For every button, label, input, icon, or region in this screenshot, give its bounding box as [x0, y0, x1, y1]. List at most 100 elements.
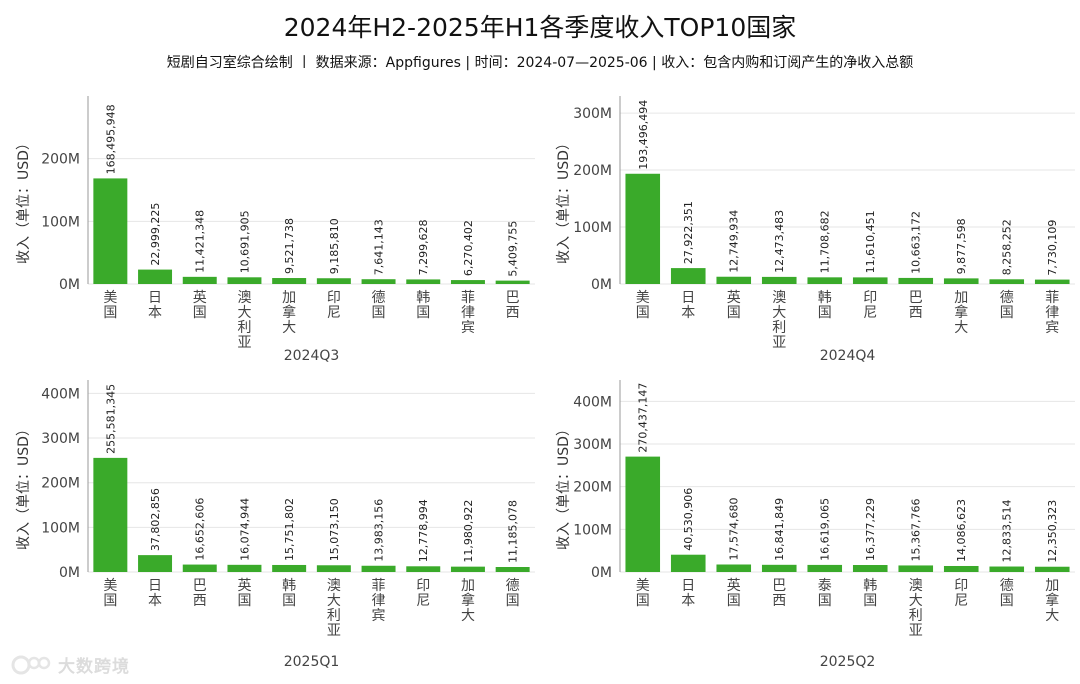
data-label: 12,473,483	[773, 210, 786, 273]
bar	[1034, 279, 1070, 284]
data-label: 14,086,623	[955, 499, 968, 562]
bar	[450, 566, 485, 572]
x-tick-label: 澳大利亚	[237, 290, 251, 351]
data-label: 12,833,514	[1001, 500, 1014, 563]
x-tick-label: 澳大利亚	[772, 290, 786, 351]
x-tick-label: 日本	[681, 290, 695, 321]
x-tick-label: 印尼	[416, 578, 430, 609]
bar	[943, 565, 979, 572]
x-tick-label: 加拿大	[461, 578, 475, 624]
y-tick-label: 300M	[41, 431, 80, 447]
x-tick-label: 德国	[1000, 290, 1014, 321]
bar	[670, 554, 706, 572]
data-label: 13,983,156	[373, 499, 386, 562]
x-tick-label: 美国	[103, 290, 117, 321]
x-tick-label: 韩国	[863, 578, 877, 609]
data-label: 40,530,906	[682, 488, 695, 551]
bar	[625, 456, 661, 572]
x-tick-label: 英国	[193, 289, 207, 321]
x-tick-label: 巴西	[772, 578, 786, 609]
data-label: 10,663,172	[910, 211, 923, 274]
logo-icon	[11, 655, 51, 674]
data-label: 11,185,078	[507, 500, 520, 563]
data-label: 11,610,451	[864, 210, 877, 273]
x-tick-label: 英国	[727, 577, 741, 609]
data-label: 12,778,994	[417, 499, 430, 562]
x-tick-label: 日本	[148, 290, 162, 321]
x-tick-label: 印尼	[863, 290, 877, 321]
watermark: 大数跨境	[10, 652, 130, 677]
chart-title: 2024年H2-2025年H1各季度收入TOP10国家	[283, 13, 797, 42]
bar	[852, 565, 888, 572]
x-tick-label: 泰国	[818, 578, 832, 609]
bar	[1034, 566, 1070, 572]
panel-2024q3: 0M 100M 200M 收入（单位：USD） 168,495,948 美国 22,999,…	[16, 96, 535, 364]
panel-2025q1: 0M 100M 200M 300M 400M 收入（单位：USD） 255,581,345 美…	[16, 380, 535, 670]
data-label: 17,574,680	[728, 498, 741, 561]
bar	[182, 564, 217, 572]
data-label: 16,652,606	[194, 498, 207, 561]
bar	[316, 278, 351, 284]
data-label: 16,377,229	[864, 498, 877, 561]
bar	[138, 269, 173, 284]
data-label: 12,350,323	[1046, 500, 1059, 563]
period-label: 2024Q4	[820, 348, 876, 364]
period-label: 2025Q1	[284, 654, 340, 670]
data-label: 11,708,682	[819, 210, 832, 273]
y-axis-label: 收入（单位：USD）	[16, 422, 32, 550]
bar	[852, 277, 888, 284]
data-label: 270,437,147	[637, 383, 650, 453]
bar	[761, 564, 797, 572]
data-label: 10,691,905	[238, 210, 251, 273]
data-label: 15,367,766	[910, 498, 923, 561]
bar	[943, 278, 979, 284]
bar	[227, 277, 262, 284]
x-tick-label: 英国	[727, 289, 741, 321]
bar	[93, 457, 128, 572]
y-tick-label: 0M	[59, 565, 80, 581]
y-axis-label: 收入（单位：USD）	[16, 136, 32, 264]
x-tick-label: 美国	[636, 290, 650, 321]
y-tick-label: 100M	[41, 214, 80, 230]
x-tick-label: 德国	[506, 578, 520, 609]
bar	[898, 565, 934, 572]
y-tick-label: 200M	[573, 163, 612, 179]
data-label: 7,730,109	[1046, 220, 1059, 276]
x-tick-label: 德国	[1000, 578, 1014, 609]
bar	[716, 276, 752, 284]
y-tick-label: 200M	[573, 480, 612, 496]
x-tick-label: 菲律宾	[461, 290, 475, 336]
bar	[716, 564, 752, 572]
x-tick-label: 加拿大	[954, 290, 968, 336]
data-label: 37,802,856	[149, 488, 162, 551]
y-tick-label: 300M	[573, 437, 612, 453]
x-tick-label: 日本	[681, 578, 695, 609]
x-tick-label: 加拿大	[282, 290, 296, 336]
bar	[495, 567, 530, 572]
data-label: 168,495,948	[104, 104, 117, 174]
bar	[625, 173, 661, 284]
y-tick-label: 300M	[573, 106, 612, 122]
y-tick-label: 400M	[41, 386, 80, 402]
x-tick-label: 德国	[372, 290, 386, 321]
y-axis-label: 收入（单位：USD）	[556, 422, 572, 550]
bar	[898, 277, 934, 284]
x-tick-label: 日本	[148, 578, 162, 609]
x-tick-label: 英国	[237, 577, 251, 609]
bar	[807, 277, 843, 284]
bar	[93, 178, 128, 284]
data-label: 12,749,934	[728, 210, 741, 273]
data-label: 9,185,810	[328, 218, 341, 274]
x-tick-label: 菲律宾	[1045, 290, 1059, 336]
data-label: 255,581,345	[104, 384, 117, 454]
bar	[138, 555, 173, 572]
y-tick-label: 100M	[573, 220, 612, 236]
bar	[406, 279, 441, 284]
data-label: 22,999,225	[149, 203, 162, 266]
data-label: 7,641,143	[373, 219, 386, 275]
period-label: 2025Q2	[820, 654, 876, 670]
bar	[807, 564, 843, 572]
y-tick-label: 400M	[573, 394, 612, 410]
data-label: 7,299,628	[417, 219, 430, 275]
